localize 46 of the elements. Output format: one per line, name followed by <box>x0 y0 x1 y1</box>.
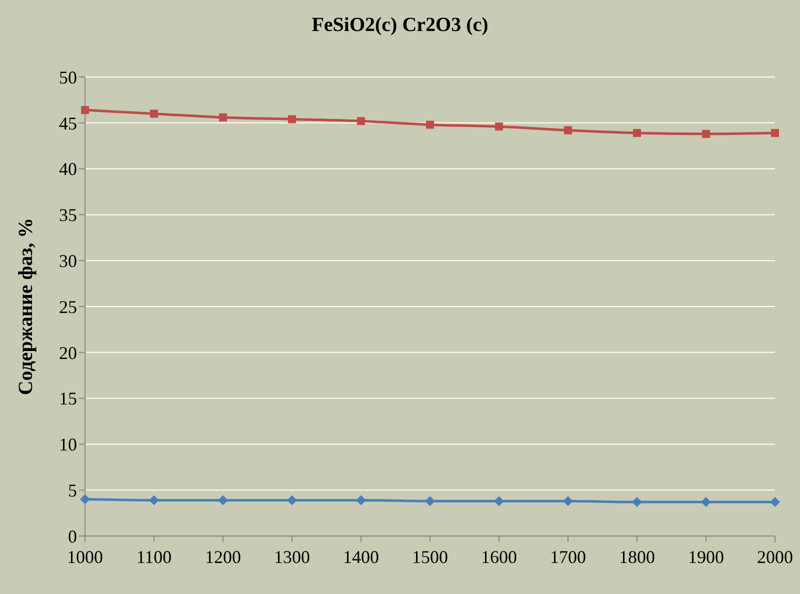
x-tick-label: 1200 <box>205 546 241 567</box>
point <box>287 495 297 506</box>
y-tick-label: 50 <box>59 67 77 88</box>
point <box>701 497 711 508</box>
point <box>357 117 365 126</box>
point <box>494 496 504 506</box>
x-tick-label: 2000 <box>757 546 793 567</box>
y-tick-label: 20 <box>59 342 77 363</box>
point <box>150 110 158 118</box>
x-tick-label: 1300 <box>274 546 310 567</box>
point <box>426 120 434 129</box>
x-tick-label: 1700 <box>550 546 586 567</box>
point <box>702 130 710 138</box>
x-tick-label: 1400 <box>343 546 379 567</box>
y-tick-label: 25 <box>59 296 77 317</box>
y-tick-label: 45 <box>59 113 77 134</box>
y-tick-label: 15 <box>59 388 77 409</box>
point <box>219 113 227 122</box>
y-axis-title: Содержание фаз, % <box>15 218 38 396</box>
y-tick-label: 5 <box>68 480 77 500</box>
x-tick-label: 1800 <box>619 546 655 567</box>
y-tick-label: 40 <box>59 159 77 180</box>
point <box>80 494 90 504</box>
point <box>425 496 435 506</box>
point <box>288 115 296 124</box>
point <box>633 129 641 137</box>
x-tick-label: 1100 <box>136 546 172 567</box>
y-tick-label: 0 <box>68 526 77 546</box>
x-tick-label: 1600 <box>481 546 517 567</box>
point <box>771 129 779 137</box>
point <box>495 122 503 131</box>
point <box>218 495 228 506</box>
point <box>81 106 89 114</box>
point <box>149 495 159 506</box>
point <box>632 497 642 508</box>
chart-title: FeSiO2(c) Cr2O3 (c) <box>310 14 490 37</box>
point <box>356 495 366 506</box>
point <box>563 496 573 506</box>
y-tick-label: 30 <box>59 250 77 271</box>
x-tick-label: 1900 <box>688 546 724 567</box>
y-tick-label: 35 <box>59 205 77 226</box>
x-tick-label: 1500 <box>412 546 448 567</box>
point <box>564 126 572 134</box>
point <box>770 497 780 508</box>
y-tick-label: 10 <box>59 434 77 455</box>
x-tick-label: 1000 <box>67 546 103 567</box>
